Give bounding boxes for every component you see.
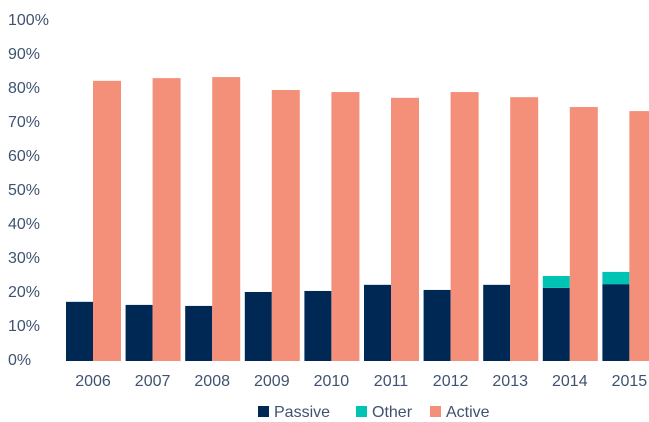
bar bbox=[66, 301, 93, 361]
x-tick-label: 2006 bbox=[75, 373, 111, 390]
x-tick-label: 2011 bbox=[374, 373, 409, 390]
legend-label: Active bbox=[446, 404, 490, 421]
x-tick-label: 2007 bbox=[135, 373, 171, 390]
bar bbox=[602, 284, 630, 361]
legend-swatch bbox=[356, 406, 367, 417]
y-tick-label: 0% bbox=[8, 352, 31, 369]
bar bbox=[542, 287, 570, 361]
bar bbox=[125, 304, 153, 361]
legend-label: Passive bbox=[274, 404, 330, 421]
y-tick-label: 10% bbox=[8, 318, 40, 335]
bar bbox=[569, 107, 598, 362]
bar bbox=[510, 97, 539, 361]
y-tick-label: 30% bbox=[8, 250, 40, 267]
bar bbox=[629, 111, 649, 361]
y-tick-label: 60% bbox=[8, 148, 40, 165]
bar bbox=[93, 80, 121, 361]
bar bbox=[483, 284, 511, 361]
legend-label: Other bbox=[372, 404, 413, 421]
bar bbox=[364, 284, 391, 361]
bar bbox=[542, 276, 570, 288]
legend-swatch bbox=[430, 406, 441, 417]
bar bbox=[304, 290, 332, 361]
bar bbox=[331, 92, 360, 361]
x-tick-label: 2012 bbox=[433, 373, 469, 390]
bar bbox=[271, 90, 300, 362]
y-tick-label: 70% bbox=[8, 114, 40, 131]
bar bbox=[152, 78, 181, 362]
legend-swatch bbox=[258, 406, 269, 417]
bar bbox=[212, 77, 241, 361]
x-tick-label: 2008 bbox=[194, 373, 230, 390]
y-tick-label: 100% bbox=[8, 12, 49, 29]
y-tick-label: 40% bbox=[8, 216, 40, 233]
x-tick-label: 2010 bbox=[314, 373, 350, 390]
bar bbox=[244, 291, 272, 361]
bar bbox=[450, 92, 479, 361]
y-tick-label: 80% bbox=[8, 80, 40, 97]
bar bbox=[423, 289, 451, 361]
bar bbox=[602, 271, 630, 285]
y-tick-label: 50% bbox=[8, 182, 40, 199]
bar bbox=[185, 305, 213, 361]
bar bbox=[391, 97, 419, 361]
x-tick-label: 2009 bbox=[254, 373, 290, 390]
x-tick-label: 2013 bbox=[492, 373, 528, 390]
y-tick-label: 90% bbox=[8, 46, 40, 63]
x-tick-label: 2014 bbox=[552, 373, 588, 390]
x-tick-label: 2015 bbox=[612, 373, 648, 390]
y-tick-label: 20% bbox=[8, 284, 40, 301]
